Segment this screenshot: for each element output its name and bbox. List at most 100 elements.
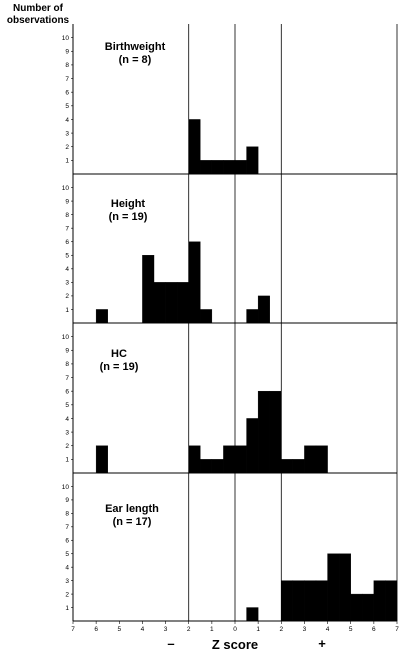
y-tick-label-panel3-3: 3 — [65, 578, 69, 585]
bar-panel0-5 — [246, 146, 259, 175]
panel-title-0: Birthweight — [105, 41, 166, 53]
bar-panel0-0 — [188, 119, 201, 175]
y-tick-label-panel0-9: 9 — [65, 49, 69, 56]
bar-panel2-1 — [188, 445, 201, 474]
bar-panel1-6 — [200, 309, 213, 324]
y-tick-label-panel2-2: 2 — [65, 443, 69, 450]
bar-panel3-3 — [304, 580, 317, 622]
x-tick-label-8: 1 — [256, 626, 260, 633]
x-tick-label-6: 1 — [210, 626, 214, 633]
bar-panel3-7 — [350, 593, 363, 622]
x-tick-label-5: 2 — [187, 626, 191, 633]
y-tick-label-panel3-1: 1 — [65, 605, 69, 612]
bar-panel0-4 — [234, 160, 247, 175]
bar-panel1-3 — [165, 282, 178, 324]
bar-panel2-4 — [223, 445, 236, 474]
x-tick-label-0: 7 — [71, 626, 75, 633]
y-tick-label-panel0-2: 2 — [65, 144, 69, 151]
y-tick-label-panel0-4: 4 — [65, 117, 69, 124]
y-tick-label-panel2-7: 7 — [65, 375, 69, 382]
y-tick-label-panel0-1: 1 — [65, 158, 69, 165]
panel-n-1: (n = 19) — [109, 211, 148, 223]
y-tick-label-panel1-7: 7 — [65, 225, 69, 232]
bar-panel0-3 — [223, 160, 236, 175]
bar-panel1-8 — [257, 295, 270, 324]
bar-panel2-9 — [281, 459, 294, 474]
y-tick-label-panel3-2: 2 — [65, 591, 69, 598]
x-axis-label: Z score — [212, 637, 258, 652]
y-tick-label-panel1-5: 5 — [65, 253, 69, 260]
bar-panel3-8 — [362, 593, 375, 622]
panel-3: 1 2 3 4 5 6 7 8 9 10 Ear length(n = 17) — [62, 473, 398, 622]
bar-panel3-2 — [292, 580, 305, 622]
y-tick-label-panel0-3: 3 — [65, 130, 69, 137]
y-tick-label-panel2-1: 1 — [65, 457, 69, 464]
bar-panel2-8 — [269, 390, 282, 474]
bar-panel2-3 — [211, 459, 224, 474]
y-tick-label-panel3-5: 5 — [65, 551, 69, 558]
y-tick-label-panel2-6: 6 — [65, 388, 69, 395]
y-tick-label-panel1-10: 10 — [62, 185, 70, 192]
x-tick-label-10: 3 — [303, 626, 307, 633]
x-tick-label-12: 5 — [349, 626, 353, 633]
y-tick-label-panel0-10: 10 — [62, 35, 70, 42]
y-tick-label-panel1-6: 6 — [65, 239, 69, 246]
bar-panel0-1 — [200, 160, 213, 175]
y-tick-label-panel0-5: 5 — [65, 103, 69, 110]
y-tick-label-panel1-1: 1 — [65, 307, 69, 314]
bar-panel0-2 — [211, 160, 224, 175]
bar-panel3-10 — [385, 580, 398, 622]
bar-panel2-10 — [292, 459, 305, 474]
y-tick-label-panel0-8: 8 — [65, 62, 69, 69]
bar-panel2-12 — [315, 445, 328, 474]
x-tick-label-2: 5 — [117, 626, 121, 633]
panel-title-2: HC — [111, 348, 127, 360]
y-tick-label-panel2-8: 8 — [65, 361, 69, 368]
y-tick-label-panel0-6: 6 — [65, 89, 69, 96]
y-tick-label-panel1-2: 2 — [65, 293, 69, 300]
bar-panel1-7 — [246, 309, 259, 324]
panel-title-1: Height — [111, 198, 146, 210]
x-axis: 7 6 5 4 3 2 1 0 1 2 3 4 5 6 7 — [71, 621, 399, 633]
y-tick-label-panel2-4: 4 — [65, 416, 69, 423]
panel-0: 1 2 3 4 5 6 7 8 9 10 Birthweight(n = 8) — [62, 24, 397, 175]
bar-panel2-2 — [200, 459, 213, 474]
y-tick-label-panel1-9: 9 — [65, 198, 69, 205]
y-tick-label-panel3-7: 7 — [65, 524, 69, 531]
bar-panel2-7 — [257, 390, 270, 474]
bar-panel1-5 — [188, 241, 201, 324]
bar-panel2-5 — [234, 445, 247, 474]
y-tick-label-panel3-6: 6 — [65, 538, 69, 545]
x-tick-label-7: 0 — [233, 626, 237, 633]
x-tick-label-13: 6 — [372, 626, 376, 633]
panel-title-3: Ear length — [105, 503, 159, 515]
bar-panel2-11 — [304, 445, 317, 474]
panel-n-0: (n = 8) — [119, 54, 152, 66]
x-tick-label-1: 6 — [94, 626, 98, 633]
y-tick-label-panel3-4: 4 — [65, 564, 69, 571]
y-axis-label-line2: observations — [7, 15, 70, 26]
bar-panel2-0 — [95, 445, 108, 474]
bar-panel3-9 — [373, 580, 386, 622]
y-tick-label-panel3-8: 8 — [65, 511, 69, 518]
bar-panel3-0 — [246, 607, 259, 622]
x-tick-label-14: 7 — [395, 626, 399, 633]
x-tick-label-9: 2 — [279, 626, 283, 633]
bar-panel1-2 — [153, 282, 166, 324]
bar-panel1-0 — [95, 309, 108, 324]
y-tick-label-panel1-4: 4 — [65, 266, 69, 273]
x-tick-label-4: 3 — [164, 626, 168, 633]
panel-n-2: (n = 19) — [100, 361, 139, 373]
panel-2: 1 2 3 4 5 6 7 8 9 10 HC(n = 19) — [62, 323, 397, 474]
bar-panel3-1 — [281, 580, 294, 622]
panel-1: 1 2 3 4 5 6 7 8 9 10 Height(n = 19) — [62, 174, 397, 324]
y-tick-label-panel0-7: 7 — [65, 76, 69, 83]
panel-n-3: (n = 17) — [113, 516, 152, 528]
bar-panel3-5 — [327, 553, 340, 622]
y-tick-label-panel1-8: 8 — [65, 212, 69, 219]
y-tick-label-panel2-10: 10 — [62, 334, 70, 341]
y-axis-label-line1: Number of — [13, 3, 64, 14]
y-tick-label-panel2-5: 5 — [65, 402, 69, 409]
bar-panel1-1 — [142, 255, 155, 324]
